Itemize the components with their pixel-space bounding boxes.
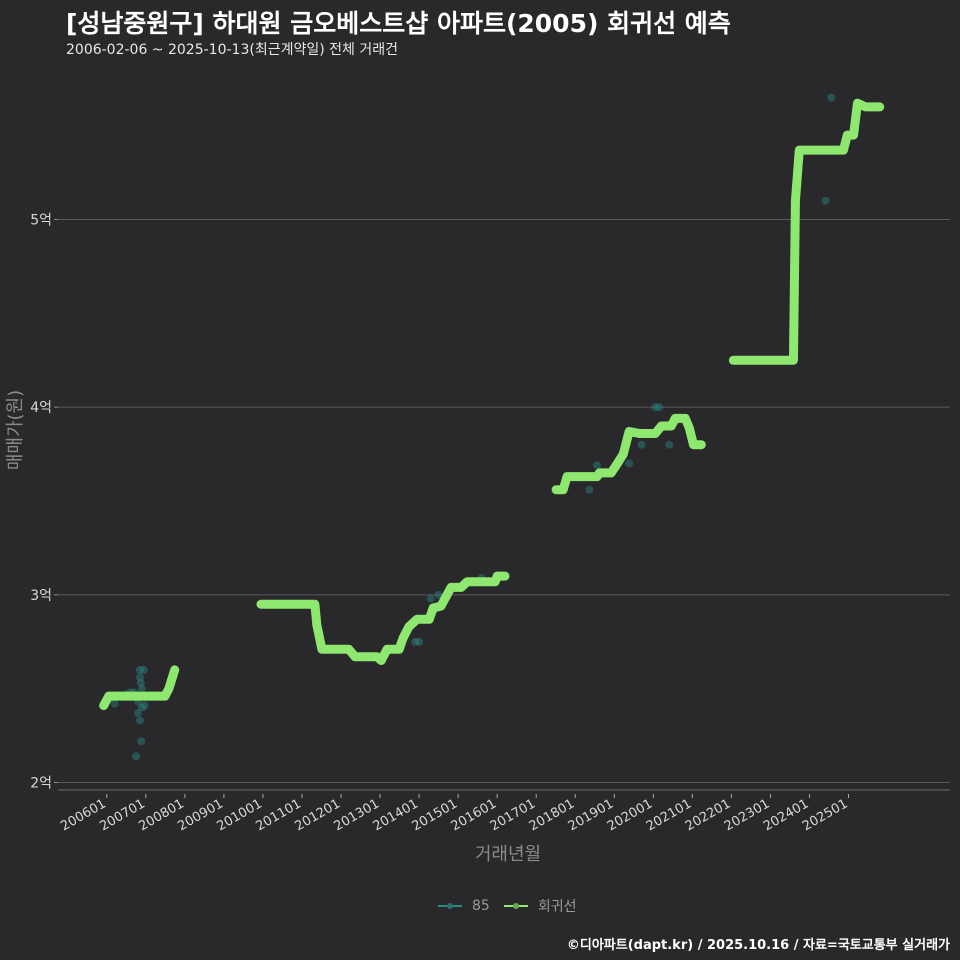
data-point-85 xyxy=(110,699,119,708)
data-point-85 xyxy=(134,709,143,718)
data-point-85 xyxy=(426,594,435,603)
data-point-85 xyxy=(655,403,664,412)
source-caption: ©디아파트(dapt.kr) / 2025.10.16 / 자료=국토교통부 실… xyxy=(566,938,950,953)
x-axis: 2006012007012008012009012010012011012012… xyxy=(58,789,950,834)
data-point-85 xyxy=(132,752,141,761)
data-point-85 xyxy=(135,673,144,682)
chart-subtitle: 2006-02-06 ~ 2025-10-13(최근계약일) 전체 거래건 xyxy=(66,42,398,58)
data-point-85 xyxy=(135,665,144,674)
y-tick-label: 2억 xyxy=(30,775,52,791)
legend-item-regression: 회귀선 xyxy=(503,896,577,916)
data-point-85 xyxy=(411,637,420,646)
regression-line-series xyxy=(99,98,885,711)
data-point-85 xyxy=(137,737,146,746)
legend-label-regression: 회귀선 xyxy=(537,899,577,915)
data-point-85 xyxy=(821,196,830,205)
x-tick-label: 202501 xyxy=(800,796,850,834)
data-point-85 xyxy=(625,459,634,468)
data-point-85 xyxy=(593,461,602,470)
data-point-85 xyxy=(140,701,149,710)
regression-line-segment xyxy=(551,413,706,495)
data-point-85 xyxy=(434,590,443,599)
y-axis-label: 매매가(원) xyxy=(5,390,26,470)
data-point-85 xyxy=(827,93,836,102)
legend-item-85: 85 xyxy=(438,898,490,914)
regression-line-segment xyxy=(728,98,885,365)
data-point-85 xyxy=(637,440,646,449)
y-tick-label: 4억 xyxy=(30,400,52,416)
scatter-series-85 xyxy=(110,93,836,761)
legend-label-85: 85 xyxy=(472,898,490,914)
legend-swatch-85-icon xyxy=(438,903,462,909)
data-point-85 xyxy=(136,679,145,688)
chart-title: [성남중원구] 하대원 금오베스트샵 아파트(2005) 회귀선 예측 xyxy=(66,9,731,38)
data-point-85 xyxy=(135,716,144,725)
y-tick-label: 3억 xyxy=(30,588,52,604)
regression-line-segment xyxy=(99,665,180,711)
gridlines xyxy=(58,219,950,783)
legend-swatch-regression-icon xyxy=(503,903,528,909)
data-point-85 xyxy=(137,684,146,693)
regression-line-segment xyxy=(256,571,510,666)
data-point-85 xyxy=(651,403,660,412)
data-point-85 xyxy=(665,440,674,449)
data-point-85 xyxy=(137,703,146,712)
x-axis-label: 거래년월 xyxy=(475,844,541,865)
legend: 85 회귀선 xyxy=(438,896,582,916)
data-point-85 xyxy=(139,665,148,674)
y-tick-label: 5억 xyxy=(30,213,52,229)
y-axis: 2억 3억 4억 5억 xyxy=(30,213,58,791)
data-point-85 xyxy=(585,485,594,494)
data-point-85 xyxy=(415,637,424,646)
